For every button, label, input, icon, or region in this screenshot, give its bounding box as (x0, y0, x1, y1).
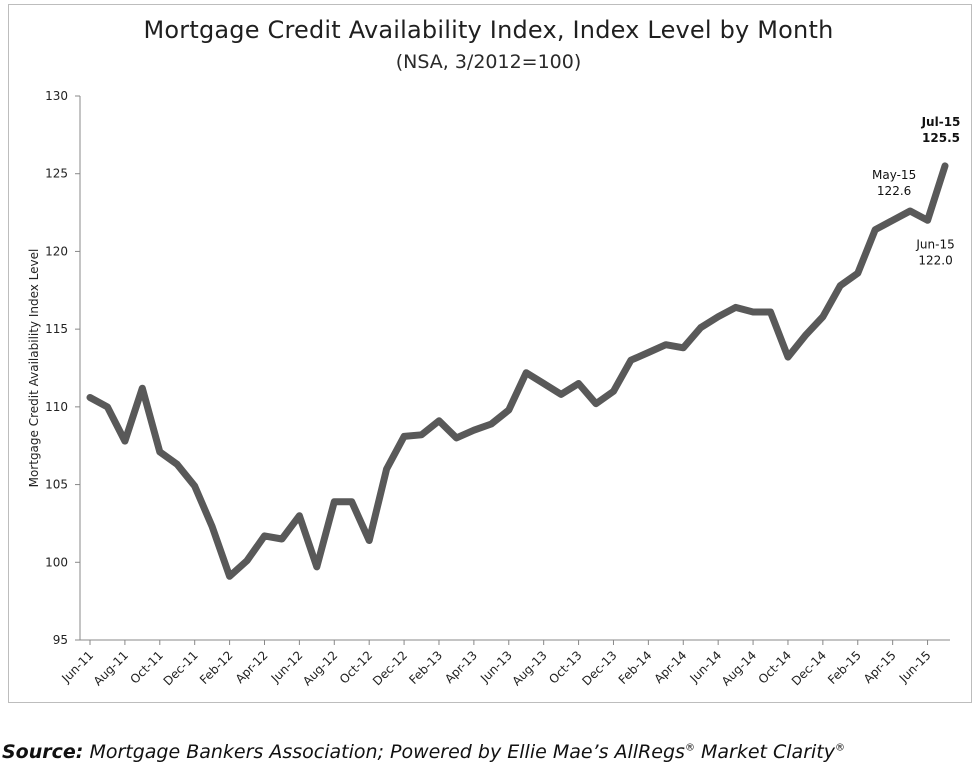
annotation-label: May-15 (872, 168, 916, 182)
chart-frame (8, 4, 972, 703)
annotation-value: 122.0 (918, 253, 952, 267)
x-tick-label: Aug-12 (300, 648, 340, 688)
x-tick-label: Jun-12 (268, 648, 306, 686)
x-tick-label: Apr-13 (442, 648, 480, 686)
x-tick-label: Jun-14 (687, 648, 725, 686)
annotation-label: Jun-15 (915, 237, 954, 251)
x-tick-label: Feb-14 (616, 648, 655, 687)
source-note: Source: Mortgage Bankers Association; Po… (2, 741, 845, 763)
x-tick-label: Aug-14 (719, 648, 759, 688)
x-tick-label: Feb-12 (197, 648, 236, 687)
x-tick-label: Apr-15 (861, 648, 899, 686)
x-tick-label: Aug-13 (509, 648, 549, 688)
y-tick-label: 130 (45, 89, 68, 103)
source-text: Mortgage Bankers Association; Powered by… (89, 741, 685, 763)
annotation-label: Jul-15 (921, 115, 961, 129)
annotation-value: 122.6 (877, 184, 911, 198)
x-tick-label: Jun-11 (58, 648, 96, 686)
x-tick-label: Dec-13 (579, 648, 619, 688)
registered-mark-2: ® (835, 742, 845, 754)
x-tick-label: Dec-11 (161, 648, 201, 688)
y-tick-label: 95 (53, 633, 68, 647)
x-tick-label: Apr-12 (233, 648, 271, 686)
y-tick-label: 105 (45, 478, 68, 492)
x-tick-label: Aug-11 (91, 648, 131, 688)
y-axis-ticks: 95 100 105 110 115 120 125 130 (45, 89, 80, 647)
x-tick-label: Dec-12 (370, 648, 410, 688)
source-label: Source: (2, 741, 84, 763)
x-tick-label: Oct-14 (756, 648, 794, 686)
chart-subtitle: (NSA, 3/2012=100) (395, 51, 582, 73)
y-axis-label: Mortgage Credit Availability Index Level (27, 249, 41, 488)
y-tick-label: 125 (45, 167, 68, 181)
x-tick-label: Feb-15 (825, 648, 864, 687)
x-tick-label: Apr-14 (651, 648, 689, 686)
x-tick-label: Oct-13 (546, 648, 584, 686)
y-tick-label: 115 (45, 322, 68, 336)
annotations: Jul-15 125.5 May-15 122.6 Jun-15 122.0 (872, 115, 960, 267)
source-text-2: Market Clarity (700, 741, 835, 763)
y-tick-label: 110 (45, 400, 68, 414)
y-tick-label: 120 (45, 244, 68, 258)
y-tick-label: 100 (45, 555, 68, 569)
chart-axes (79, 96, 950, 641)
series-line (86, 162, 949, 580)
series-group (86, 162, 949, 580)
x-tick-label: Oct-12 (337, 648, 375, 686)
x-axis-ticks: Jun-11Aug-11Oct-11Dec-11Feb-12Apr-12Jun-… (58, 640, 934, 689)
x-tick-label: Feb-13 (406, 648, 445, 687)
x-tick-label: Dec-14 (789, 648, 829, 688)
annotation-value: 125.5 (922, 131, 960, 145)
x-tick-label: Jun-15 (896, 648, 934, 686)
x-tick-label: Jun-13 (477, 648, 515, 686)
chart-title: Mortgage Credit Availability Index, Inde… (143, 16, 834, 44)
registered-mark-1: ® (684, 742, 695, 754)
x-tick-label: Oct-11 (127, 648, 165, 686)
